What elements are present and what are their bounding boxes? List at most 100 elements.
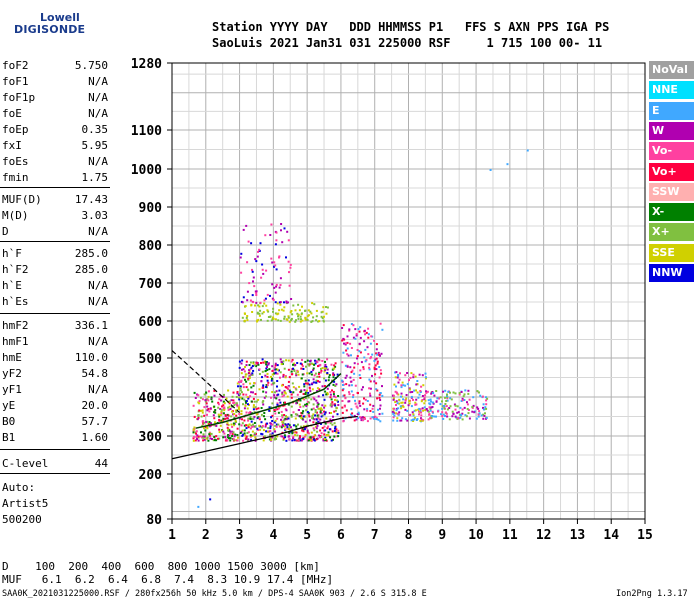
echo-point: [289, 391, 292, 393]
echo-point: [420, 417, 422, 420]
echo-point: [327, 379, 330, 382]
echo-point: [306, 411, 309, 413]
echo-point: [290, 317, 293, 320]
echo-point: [381, 412, 384, 415]
echo-point: [345, 374, 348, 377]
echo-point: [274, 362, 277, 365]
echo-point: [243, 419, 246, 422]
echo-point: [249, 415, 252, 418]
echo-point: [222, 430, 225, 433]
echo-point: [302, 393, 305, 395]
echo-point: [260, 413, 263, 416]
echo-point: [275, 283, 278, 286]
echo-point: [287, 385, 290, 388]
echo-point: [313, 398, 316, 401]
echo-point: [304, 309, 307, 312]
echo-point: [331, 389, 333, 392]
echo-point: [307, 392, 310, 394]
echo-point: [354, 399, 356, 402]
echo-point: [304, 403, 307, 406]
echo-point: [202, 420, 205, 423]
echo-point: [380, 372, 383, 375]
echo-point: [223, 406, 226, 409]
echo-point: [278, 389, 281, 392]
echo-point: [299, 315, 302, 318]
echo-point: [269, 294, 271, 297]
echo-point: [303, 385, 306, 388]
echo-point: [252, 417, 254, 420]
echo-point: [265, 384, 268, 386]
echo-point: [287, 359, 290, 362]
echo-point: [350, 323, 353, 325]
echo-point: [313, 418, 316, 421]
echo-point: [280, 308, 283, 311]
echo-point: [302, 410, 305, 413]
echo-point: [353, 366, 356, 369]
echo-point: [289, 266, 292, 269]
echo-point: [333, 422, 336, 425]
echo-point: [276, 380, 279, 382]
echo-point: [272, 316, 274, 319]
echo-point: [356, 362, 359, 365]
param-name: h`Es: [2, 295, 29, 308]
echo-point: [290, 319, 293, 322]
echo-point: [359, 351, 362, 354]
echo-point: [378, 413, 381, 416]
legend-item-vo-4: Vo-: [649, 142, 694, 161]
echo-point: [313, 434, 316, 437]
echo-point: [415, 403, 418, 406]
echo-point: [241, 418, 243, 421]
echo-point: [358, 400, 361, 403]
echo-point: [291, 431, 294, 434]
echo-point: [320, 415, 323, 418]
echo-point: [212, 439, 215, 442]
echo-point: [309, 436, 312, 439]
echo-point: [265, 395, 267, 398]
echo-point: [413, 418, 416, 421]
echo-point: [201, 411, 204, 414]
echo-point: [317, 380, 319, 383]
echo-point: [409, 388, 411, 391]
echo-point: [293, 431, 296, 434]
echo-point: [262, 384, 265, 387]
echo-point: [214, 409, 217, 411]
echo-point: [444, 415, 446, 417]
echo-point: [324, 367, 327, 370]
echo-point: [350, 354, 352, 357]
echo-point: [255, 365, 258, 368]
echo-point: [412, 420, 415, 422]
echo-point: [207, 399, 210, 402]
echo-point: [312, 403, 315, 406]
echo-point: [235, 414, 238, 417]
echo-point: [214, 411, 217, 414]
echo-point: [261, 305, 264, 308]
param-value: 285.0: [74, 247, 108, 260]
echo-point: [285, 359, 288, 362]
echo-point: [475, 417, 478, 420]
echo-point: [329, 418, 332, 421]
echo-point: [253, 364, 256, 367]
echo-point: [231, 435, 234, 437]
echo-point: [369, 394, 372, 397]
echo-point: [406, 409, 409, 412]
echo-point: [266, 366, 268, 368]
echo-point: [368, 387, 371, 390]
echo-point: [240, 412, 243, 415]
echo-point: [395, 412, 398, 415]
param-name: h`F2: [2, 263, 29, 276]
param-name: foEs: [2, 155, 29, 168]
param-row: foEp 0.35: [2, 123, 108, 137]
echo-point: [305, 405, 308, 407]
echo-point: [277, 423, 280, 426]
echo-point: [442, 413, 445, 416]
echo-point: [397, 407, 400, 410]
echo-point: [421, 399, 424, 401]
echo-point: [308, 415, 311, 418]
echo-point: [286, 230, 289, 233]
echo-point: [231, 395, 234, 398]
echo-point: [375, 368, 378, 371]
echo-point: [283, 306, 286, 309]
echo-point: [357, 328, 360, 331]
echo-point: [275, 423, 278, 426]
echo-point: [467, 392, 470, 395]
